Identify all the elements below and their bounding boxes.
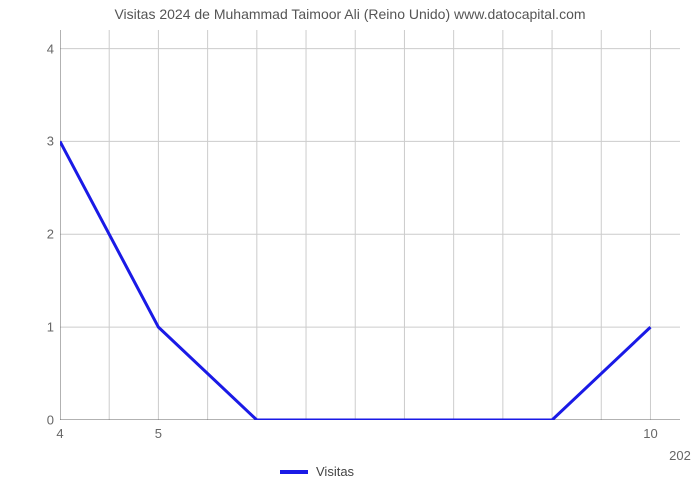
plot-area	[60, 30, 680, 420]
x-tick-label: 4	[56, 426, 63, 441]
y-tick-label: 1	[47, 320, 60, 335]
legend: Visitas	[280, 464, 354, 479]
y-tick-label: 2	[47, 227, 60, 242]
x-tick-label: 10	[643, 426, 657, 441]
y-tick-label: 3	[47, 134, 60, 149]
y-tick-label: 4	[47, 41, 60, 56]
chart-title: Visitas 2024 de Muhammad Taimoor Ali (Re…	[0, 6, 700, 22]
chart-frame: Visitas 2024 de Muhammad Taimoor Ali (Re…	[0, 0, 700, 500]
legend-swatch	[280, 470, 308, 474]
legend-label: Visitas	[316, 464, 354, 479]
x-tick-label: 5	[155, 426, 162, 441]
chart-svg	[60, 30, 680, 420]
x-sub-label: 202	[669, 448, 691, 463]
